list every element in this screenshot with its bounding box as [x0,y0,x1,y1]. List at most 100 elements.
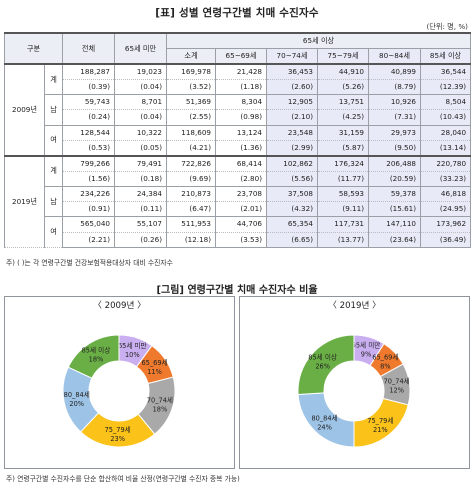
slice-category-label: 80_84세 [311,413,337,422]
pct-cell: (9.11) [317,201,370,218]
donut-panel-2019: 〈 2019년 〉 65세 미만 9% 65_69세 8% 70_74세 12% 75_79… [239,296,470,469]
header-age-75-79: 75~79세 [317,48,370,65]
count-cell: 188,287 [62,63,116,80]
slice-value-label: 18% [89,356,104,364]
pct-cell: (5.56) [266,170,319,187]
header-over65: 65세 이상 [166,32,472,49]
slice-value-label: 8% [380,363,390,371]
count-cell: 206,488 [368,154,422,172]
table-row: (0.91) (0.11) (6.47) (2.01) (4.32) (9.11) (15.… [5,201,472,218]
table-row: 남 234,226 24,384 210,873 23,708 37,508 58,593 5… [5,185,472,218]
table-row: 여 128,544 10,322 118,609 13,124 23,548 31,159 2… [5,124,472,157]
pct-cell: (0.11) [114,201,168,218]
pct-cell: (0.05) [114,139,168,157]
header-total: 전체 [62,32,116,65]
donut-panel-2009: 〈 2009년 〉 65세 미만 10% 65_69세 11% 70_74세 18% 75_… [4,296,235,469]
donut-slice [67,334,120,379]
slice-value-label: 9% [361,351,371,359]
pct-cell: (0.04) [114,78,168,96]
figure-title: [그림] 연령구간별 치매 수진자수 비율 [156,285,318,296]
sex-cell: 남 [43,185,64,218]
pct-cell: (10.43) [420,109,472,126]
pct-cell: (1.56) [62,170,116,187]
pct-cell: (2.80) [215,170,268,187]
donut-slice [297,334,355,396]
count-cell: 173,962 [420,216,472,233]
slice-value-label: 26% [315,363,330,371]
count-cell: 147,110 [368,216,422,233]
pct-cell: (0.39) [62,78,116,96]
count-cell: 128,544 [62,124,116,141]
count-cell: 59,743 [62,94,116,111]
count-cell: 722,826 [166,154,217,172]
pct-cell: (2.99) [266,139,319,157]
slice-value-label: 21% [373,426,388,434]
pct-cell: (2.01) [215,201,268,218]
count-cell: 220,780 [420,154,472,172]
year-cell: 2019년 [4,154,45,248]
pct-cell: (0.04) [114,109,168,126]
figure-footnote: 주) 연령구간별 수진자수를 단순 합산하여 비율 산정(연령구간별 수진자 중… [6,475,240,483]
slice-category-label: 70_74세 [384,377,410,386]
table-row: (0.24) (0.04) (2.55) (0.98) (2.10) (4.25) (7.3… [5,109,472,126]
sex-cell: 여 [43,124,64,157]
pct-cell: (13.14) [420,139,472,157]
pct-cell: (12.18) [166,231,217,248]
table-row: (0.39) (0.04) (3.52) (1.18) (2.60) (5.26) (8.7… [5,78,472,96]
pct-cell: (9.50) [368,139,422,157]
sex-cell: 여 [43,216,64,248]
slice-category-label: 75_79세 [367,416,393,425]
pct-cell: (0.98) [215,109,268,126]
count-cell: 79,491 [114,154,168,172]
pct-cell: (2.10) [266,109,319,126]
sex-cell: 계 [43,154,64,187]
count-cell: 19,023 [114,63,168,80]
count-cell: 511,953 [166,216,217,233]
count-cell: 46,818 [420,185,472,203]
pct-cell: (0.91) [62,201,116,218]
slice-category-label: 70_74세 [147,395,173,404]
pct-cell: (33.23) [420,170,472,187]
table-row: 여 565,040 55,107 511,953 44,706 65,354 117,731… [5,216,472,248]
count-cell: 23,708 [215,185,268,203]
donut-chart-2009: 65세 미만10%65_69세11%70_74세18%75_79세23%80_8… [62,334,176,448]
slice-category-label: 80_84세 [64,390,90,399]
slice-value-label: 20% [69,400,84,408]
count-cell: 29,973 [368,124,422,141]
pct-cell: (12.39) [420,78,472,96]
donut-title-2009: 〈 2009년 〉 [93,301,146,311]
slice-category-label: 65세 미만 [118,341,147,350]
header-age-65-69: 65~69세 [215,48,268,65]
pct-cell: (8.79) [368,78,422,96]
count-cell: 210,873 [166,185,217,203]
slice-value-label: 11% [147,368,162,376]
pct-cell: (1.18) [215,78,268,96]
pct-cell: (15.61) [368,201,422,218]
pct-cell: (3.53) [215,231,268,248]
pct-cell: (1.36) [215,139,268,157]
pct-cell: (9.69) [166,170,217,187]
count-cell: 799,266 [62,154,116,172]
count-cell: 21,428 [215,63,268,80]
table-row: (2.21) (0.26) (12.18) (3.53) (6.65) (13.77) (2… [5,231,472,248]
pct-cell: (23.64) [368,231,422,248]
slice-category-label: 85세 이상 [308,353,337,362]
pct-cell: (11.77) [317,170,370,187]
count-cell: 58,593 [317,185,370,203]
pct-cell: (2.21) [62,231,116,248]
count-cell: 169,978 [166,63,217,80]
table-row: 2009년 계 188,287 19,023 169,978 21,428 36,453 44… [4,63,472,157]
slice-value-label: 24% [317,423,332,431]
header-under65: 65세 미만 [114,32,168,65]
pct-cell: (0.18) [114,170,168,187]
count-cell: 65,354 [266,216,319,233]
count-cell: 10,926 [368,94,422,111]
count-cell: 55,107 [114,216,168,233]
count-cell: 13,124 [215,124,268,141]
table-row: 2019년 계 799,266 79,491 722,826 68,414 102,862 1… [4,154,472,248]
count-cell: 234,226 [62,185,116,203]
slice-category-label: 85세 이상 [82,346,111,355]
slice-category-label: 65_69세 [372,353,398,362]
count-cell: 44,910 [317,63,370,80]
